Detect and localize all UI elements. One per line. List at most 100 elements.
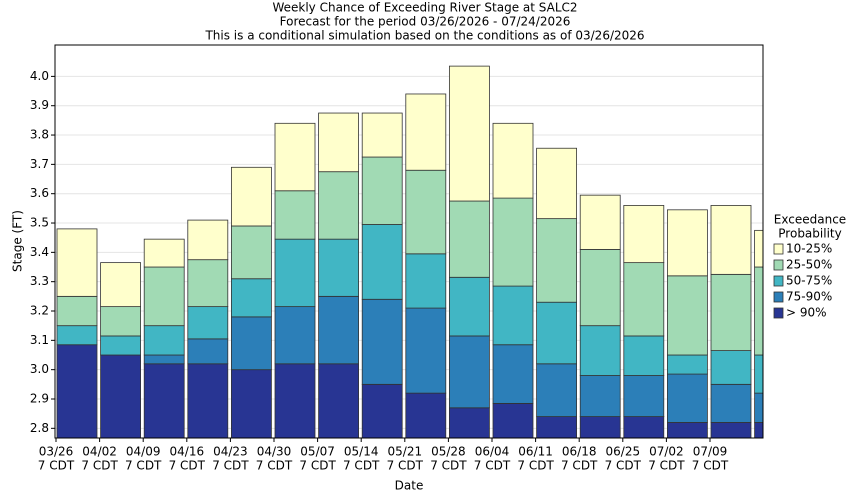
x-tick-label: 7 CDT — [38, 459, 75, 473]
bar-segment — [448, 335, 490, 409]
bar-segment — [710, 422, 752, 438]
x-tick-label: 7 CDT — [561, 459, 598, 473]
bar-segment — [274, 238, 316, 308]
bar-segment — [710, 383, 752, 423]
bar-segment — [448, 200, 490, 278]
x-tick-label: 06/18 — [562, 445, 597, 459]
bar-segment — [318, 112, 360, 173]
bar-segment — [667, 422, 708, 438]
x-tick-label: 05/14 — [344, 445, 379, 459]
x-tick-label: 07/02 — [649, 445, 684, 459]
x-tick-label: 04/09 — [126, 445, 161, 459]
bar-segment — [405, 253, 447, 309]
x-tick-label: 03/26 — [39, 445, 74, 459]
x-tick-label: 05/28 — [431, 445, 466, 459]
bar-segment — [274, 190, 316, 240]
bar-segment — [318, 363, 360, 438]
x-tick-label: 7 CDT — [256, 459, 293, 473]
y-tick-label: 3.1 — [30, 333, 49, 347]
bar-segment — [56, 228, 98, 297]
legend-label: 25-50% — [786, 258, 832, 272]
x-tick-label: 7 CDT — [517, 459, 554, 473]
legend-swatch — [773, 291, 784, 303]
bar-segment — [579, 249, 621, 327]
bar-segment — [579, 375, 621, 417]
bar-segment — [274, 363, 316, 438]
bar-segment — [56, 325, 98, 346]
bar-segment — [623, 416, 665, 438]
x-tick-label: 7 CDT — [387, 459, 424, 473]
bar-segment — [579, 325, 621, 376]
bar-segment — [667, 275, 708, 356]
y-tick-label: 3.4 — [30, 245, 49, 259]
x-tick-label: 04/16 — [170, 445, 205, 459]
bar-segment — [100, 306, 141, 337]
bar-segment — [536, 363, 577, 417]
bar-segment — [318, 295, 360, 365]
x-tick-label: 04/02 — [82, 445, 117, 459]
x-tick-label: 06/04 — [475, 445, 510, 459]
x-tick-label: 7 CDT — [605, 459, 642, 473]
bar-segment — [230, 166, 272, 227]
legend-swatch — [773, 259, 784, 271]
bar-segment — [143, 238, 185, 268]
bar-segment — [492, 197, 534, 287]
bar-segment — [405, 169, 447, 255]
x-tick-label: 7 CDT — [474, 459, 511, 473]
bar-segment — [143, 266, 185, 327]
bar-segment — [448, 65, 490, 202]
legend-swatch — [773, 307, 784, 319]
bar-segment — [187, 306, 229, 340]
bar-segment — [318, 238, 360, 297]
bar-segment — [405, 307, 447, 394]
bar-segment — [754, 422, 763, 438]
bar-segment — [230, 225, 272, 280]
y-tick-label: 3.3 — [30, 274, 49, 288]
bar-segment — [667, 373, 708, 423]
chart-note: This is a conditional simulation based o… — [204, 29, 644, 43]
plot-frame — [54, 44, 764, 439]
bar-segment — [405, 392, 447, 438]
legend-title: Probability — [778, 227, 841, 241]
x-tick-label: 04/23 — [213, 445, 248, 459]
bar-segment — [754, 392, 763, 423]
bar-segment — [623, 375, 665, 417]
y-tick-label: 4.0 — [30, 69, 49, 83]
bar-segment — [623, 262, 665, 337]
legend-swatch — [773, 275, 784, 287]
legend-label: 75-90% — [786, 290, 832, 304]
bar-segment — [143, 354, 185, 365]
bar-segment — [667, 354, 708, 375]
bar-segment — [754, 266, 763, 356]
bar-segment — [623, 335, 665, 376]
bar-segment — [667, 209, 708, 277]
bar-segment — [754, 354, 763, 394]
bar-segment — [361, 112, 403, 158]
bar-segment — [448, 276, 490, 337]
x-axis-label: Date — [395, 479, 424, 493]
x-tick-label: 7 CDT — [648, 459, 685, 473]
bar-segment — [361, 156, 403, 225]
bar-segment — [230, 316, 272, 371]
y-tick-label: 3.6 — [30, 186, 49, 200]
y-tick-label: 2.9 — [30, 391, 49, 405]
bar-segment — [579, 416, 621, 438]
bar-segment — [143, 325, 185, 356]
bar-segment — [187, 259, 229, 308]
bar-segment — [623, 205, 665, 264]
bar-segment — [274, 306, 316, 365]
x-tick-label: 7 CDT — [430, 459, 467, 473]
bar-segment — [536, 147, 577, 220]
bar-segment — [230, 278, 272, 318]
bar-segment — [187, 363, 229, 438]
bar-segment — [536, 416, 577, 438]
x-tick-label: 7 CDT — [81, 459, 118, 473]
x-tick-label: 06/11 — [518, 445, 553, 459]
bar-segment — [361, 383, 403, 438]
legend-label: 50-75% — [786, 274, 832, 288]
legend-title: Exceedance — [774, 213, 846, 227]
bar-segment — [361, 298, 403, 385]
legend-swatch — [773, 243, 784, 255]
x-tick-label: 7 CDT — [125, 459, 162, 473]
bar-segment — [187, 219, 229, 261]
